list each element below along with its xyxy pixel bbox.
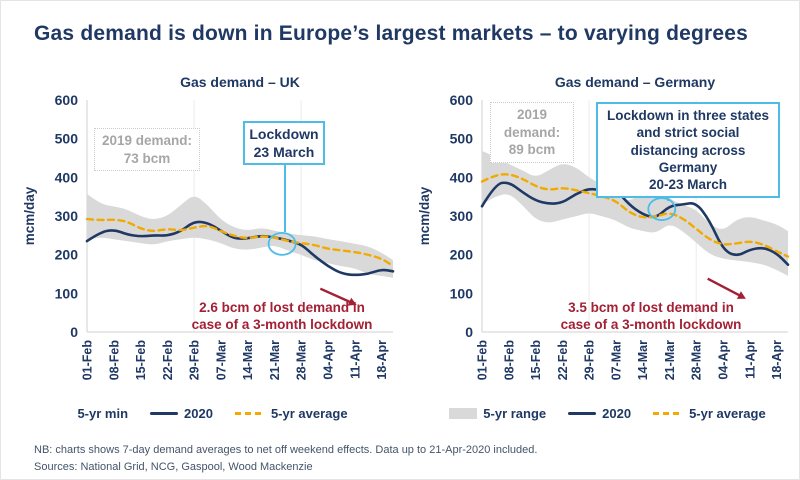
y-tick-label: 200 bbox=[55, 247, 79, 263]
legend-swatch-solid-line bbox=[150, 412, 179, 415]
x-tick-label: 15-Feb bbox=[529, 340, 543, 381]
legend-item-5yr-average: 5-yr average bbox=[234, 406, 348, 421]
footer-note: NB: charts shows 7-day demand averages t… bbox=[34, 444, 538, 456]
y-tick-label: 200 bbox=[450, 247, 474, 263]
x-tick-label: 29-Feb bbox=[583, 340, 597, 381]
loss-arrowhead bbox=[347, 297, 357, 306]
y-tick-label: 0 bbox=[465, 324, 473, 340]
legend-swatch-dashed-line bbox=[653, 412, 684, 415]
series-5-yr-average bbox=[85, 217, 395, 268]
x-tick-label: 08-Feb bbox=[502, 340, 516, 381]
series-5-yr-average bbox=[480, 173, 790, 258]
legend-item-5yr-range: 5-yr range bbox=[449, 406, 546, 421]
legend-item-5yr-min: 5-yr min bbox=[77, 406, 129, 421]
y-tick-label: 500 bbox=[55, 131, 79, 147]
x-tick-label: 14-Mar bbox=[636, 340, 650, 380]
germany-lost-demand-note: 3.5 bcm of lost demand in case of a 3-mo… bbox=[560, 300, 742, 333]
x-tick-label: 18-Apr bbox=[375, 340, 389, 380]
series-2020 bbox=[480, 181, 790, 266]
x-tick-label: 11-Apr bbox=[743, 340, 757, 379]
band-5yr-range bbox=[482, 151, 788, 276]
footer: NB: charts shows 7-day demand averages t… bbox=[34, 442, 537, 475]
y-tick-label: 300 bbox=[55, 208, 79, 224]
x-tick-label: 21-Mar bbox=[268, 340, 282, 380]
y-axis-title: mcm/day bbox=[22, 186, 37, 245]
footer-sources: Sources: National Grid, NCG, Gaspool, Wo… bbox=[34, 460, 313, 473]
y-tick-label: 0 bbox=[70, 324, 78, 340]
x-tick-label: 21-Mar bbox=[663, 340, 677, 380]
legend-swatch-solid-line bbox=[568, 412, 597, 415]
loss-arrow bbox=[707, 277, 742, 298]
germany-lockdown-callout: Lockdown in three states and strict soci… bbox=[596, 102, 780, 199]
loss-arrow bbox=[319, 287, 352, 304]
y-tick-label: 600 bbox=[450, 92, 474, 108]
x-tick-label: 01-Feb bbox=[81, 340, 95, 381]
germany-chart: 0 100 200 300 400 500 600 01-Feb 08-Feb 15-Feb 22-… bbox=[417, 92, 790, 381]
y-tick-label: 500 bbox=[450, 131, 474, 147]
uk-lockdown-callout: Lockdown 23 March bbox=[243, 121, 325, 166]
legend-item-2020: 2020 bbox=[568, 406, 631, 421]
x-tick-label: 18-Apr bbox=[770, 340, 784, 380]
y-tick-label: 600 bbox=[55, 92, 79, 108]
uk-2019-demand-note: 2019 demand: 73 bcm bbox=[94, 128, 201, 172]
x-tick-label: 14-Mar bbox=[241, 340, 255, 380]
x-tick-label: 01-Feb bbox=[476, 340, 490, 381]
x-tick-label: 04-Apr bbox=[716, 340, 730, 380]
x-tick-label: 04-Apr bbox=[321, 340, 335, 380]
germany-2019-demand-note: 2019 demand: 89 bcm bbox=[490, 102, 574, 163]
legend-item-2020: 2020 bbox=[150, 406, 213, 421]
x-tick-label: 07-Mar bbox=[609, 340, 623, 380]
legend-item-5yr-average: 5-yr average bbox=[653, 406, 766, 421]
y-tick-label: 300 bbox=[450, 208, 474, 224]
germany-chart-title: Gas demand – Germany bbox=[554, 74, 716, 90]
x-tick-label: 07-Mar bbox=[214, 340, 228, 380]
y-tick-label: 400 bbox=[55, 169, 79, 185]
y-axis-title: mcm/day bbox=[417, 186, 432, 245]
event-circle bbox=[267, 231, 297, 256]
uk-chart-title: Gas demand – UK bbox=[180, 74, 300, 90]
y-tick-label: 400 bbox=[450, 169, 474, 185]
uk-lost-demand-note: 2.6 bcm of lost demand in case of a 3-mo… bbox=[191, 300, 373, 333]
x-tick-label: 22-Feb bbox=[556, 340, 570, 381]
x-tick-label: 08-Feb bbox=[107, 340, 121, 381]
y-tick-label: 100 bbox=[55, 285, 79, 301]
y-tick-label: 100 bbox=[450, 285, 474, 301]
loss-arrowhead bbox=[736, 291, 746, 299]
x-tick-label: 28-Mar bbox=[295, 340, 309, 380]
x-tick-label: 29-Feb bbox=[188, 340, 202, 381]
uk-chart: 0 100 200 300 400 500 600 01-Feb 08-Feb 15-Feb 22-… bbox=[22, 92, 395, 381]
x-tick-label: 11-Apr bbox=[348, 340, 362, 379]
x-tick-label: 22-Feb bbox=[161, 340, 175, 381]
page-title: Gas demand is down in Europe’s largest m… bbox=[34, 22, 749, 45]
germany-callout-connector bbox=[667, 196, 669, 201]
series-2020 bbox=[85, 220, 395, 277]
uk-legend: 5-yr min 2020 5-yr average bbox=[20, 406, 405, 421]
germany-legend: 5-yr range 2020 5-yr average bbox=[415, 406, 800, 421]
x-tick-label: 28-Mar bbox=[690, 340, 704, 380]
x-tick-label: 15-Feb bbox=[134, 340, 148, 381]
legend-swatch-dashed-line bbox=[234, 412, 265, 415]
legend-swatch-range-band bbox=[449, 408, 478, 419]
uk-callout-connector bbox=[284, 165, 286, 232]
